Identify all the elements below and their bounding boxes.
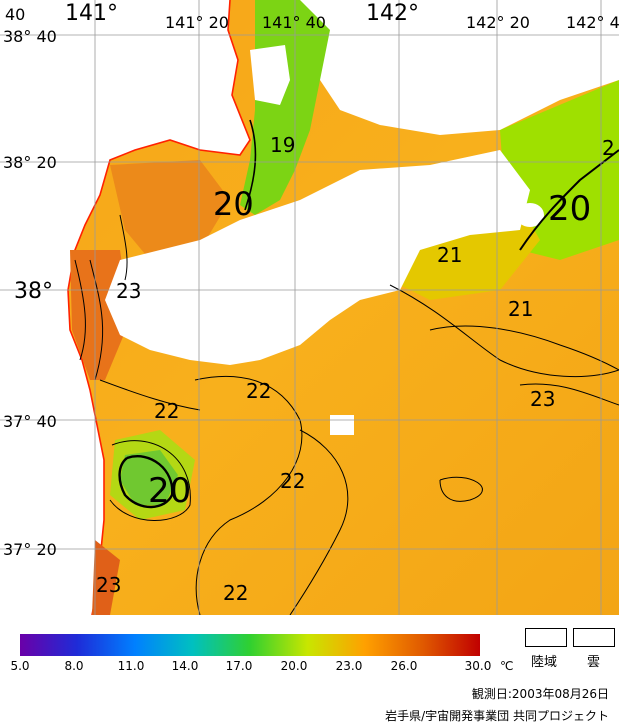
lat-label-38: 38° <box>14 279 53 304</box>
temperature-color-bar <box>20 634 480 656</box>
cloud-key-label: 雲 <box>587 655 601 670</box>
lat-label-37-40: 37° 40 <box>3 412 57 431</box>
contour-label: 22 <box>223 581 248 605</box>
legend-tick: 26.0 <box>390 659 418 673</box>
contour-label: 20 <box>548 189 591 229</box>
contour-label: 23 <box>116 279 141 303</box>
legend-tick: 14.0 <box>171 659 199 673</box>
cool-core-south <box>120 450 178 505</box>
legend-tick: 17.0 <box>225 659 253 673</box>
lon-label-142-20: 142° 20 <box>466 13 530 32</box>
credit-line: 岩手県/宇宙開発事業団 共同プロジェクト <box>385 709 609 723</box>
land-key-box <box>525 628 567 647</box>
contour-label: 20 <box>213 185 254 223</box>
legend-tick: 8.0 <box>64 659 84 673</box>
lat-label-38-20: 38° 20 <box>3 153 57 172</box>
cloud-patch-north-strait <box>250 45 290 105</box>
corner-label: 40 <box>5 5 25 24</box>
contour-label: 22 <box>154 399 179 423</box>
contour-label: 21 <box>508 297 533 321</box>
contour-label: 22 <box>280 469 305 493</box>
coastline <box>67 0 251 615</box>
sst-map: 141° 141° 20 141° 40 142° 142° 20 142° 4… <box>0 0 619 615</box>
land-key-label: 陸域 <box>531 655 558 670</box>
lat-label-38-40: 38° 40 <box>3 27 57 46</box>
warm-water-south-coast <box>92 540 120 615</box>
lon-label-142-40: 142° 40 <box>566 13 619 32</box>
contour-label: 23 <box>530 387 555 411</box>
contour-label: 20 <box>148 471 191 511</box>
lon-label-141-20: 141° 20 <box>165 13 229 32</box>
cloud-patch-east <box>516 203 544 227</box>
isotherm-contours <box>74 119 619 615</box>
cloud-key-box <box>573 628 615 647</box>
contour-label: 22 <box>246 379 271 403</box>
contour-label: 21 <box>437 243 462 267</box>
contour-label: 2 <box>602 136 615 160</box>
warm-water-gulf <box>110 160 230 260</box>
legend-tick: 5.0 <box>10 659 30 673</box>
contour-label: 23 <box>96 573 121 597</box>
lat-label-37-20: 37° 20 <box>3 540 57 559</box>
cloud-area-central <box>105 150 530 365</box>
cloud-patch-south <box>330 415 354 435</box>
graticule <box>0 0 619 615</box>
lon-label-141-40: 141° 40 <box>262 13 326 32</box>
legend-tick: 11.0 <box>117 659 145 673</box>
observation-date: 観測日:2003年08月26日 <box>471 687 609 701</box>
legend-tick: 30.0 <box>464 659 492 673</box>
legend-tick: 23.0 <box>335 659 363 673</box>
contour-label: 19 <box>270 133 295 157</box>
land-area <box>0 0 250 615</box>
temperature-unit: ℃ <box>500 659 514 673</box>
lon-label-142: 142° <box>366 1 419 26</box>
cloud-area-north <box>300 0 619 135</box>
legend-tick: 20.0 <box>280 659 308 673</box>
lon-label-141: 141° <box>65 1 118 26</box>
